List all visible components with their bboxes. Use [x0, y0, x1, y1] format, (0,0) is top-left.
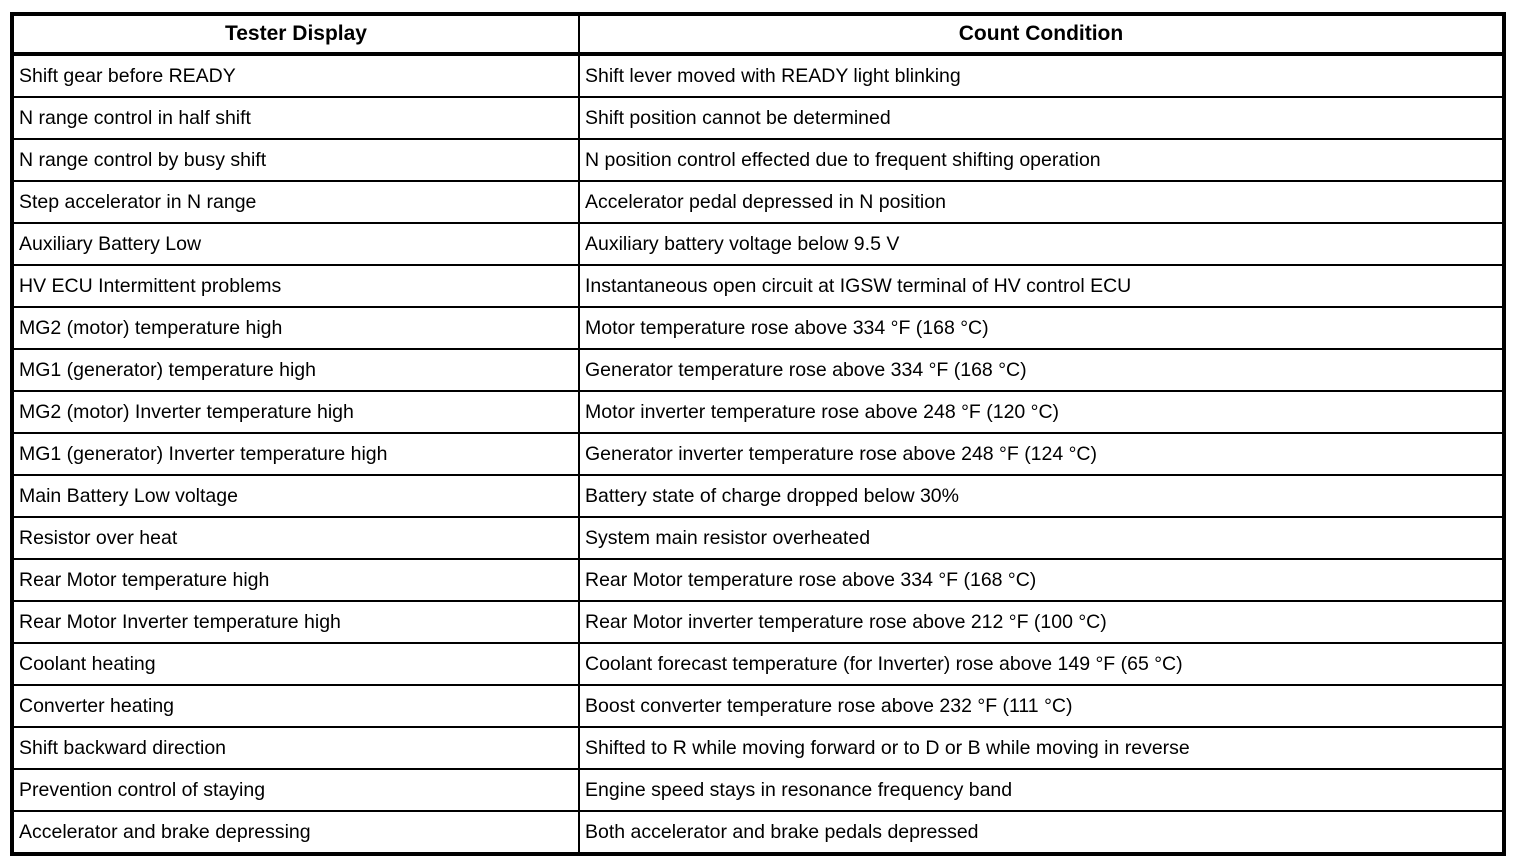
tester-display-cell: MG1 (generator) Inverter temperature hig…	[11, 432, 580, 476]
count-condition-cell: Rear Motor inverter temperature rose abo…	[578, 600, 1505, 644]
table-row: Rear Motor Inverter temperature high Rea…	[11, 600, 1505, 644]
table-row: N range control by busy shift N position…	[11, 138, 1505, 182]
tester-display-cell: Rear Motor temperature high	[11, 558, 580, 602]
table-row: N range control in half shift Shift posi…	[11, 96, 1505, 140]
count-condition-cell: Auxiliary battery voltage below 9.5 V	[578, 222, 1505, 266]
table-row: Prevention control of staying Engine spe…	[11, 768, 1505, 812]
count-condition-cell: Both accelerator and brake pedals depres…	[578, 810, 1505, 855]
count-condition-cell: Engine speed stays in resonance frequenc…	[578, 768, 1505, 812]
count-condition-cell: Instantaneous open circuit at IGSW termi…	[578, 264, 1505, 308]
count-condition-cell: Coolant forecast temperature (for Invert…	[578, 642, 1505, 686]
header-row: Tester Display Count Condition	[11, 13, 1505, 56]
count-condition-cell: Motor inverter temperature rose above 24…	[578, 390, 1505, 434]
count-condition-cell: Shift position cannot be determined	[578, 96, 1505, 140]
table-row: Shift backward direction Shifted to R wh…	[11, 726, 1505, 770]
tester-display-cell: Shift backward direction	[11, 726, 580, 770]
table-row: Resistor over heat System main resistor …	[11, 516, 1505, 560]
table-row: MG2 (motor) temperature high Motor tempe…	[11, 306, 1505, 350]
tester-display-cell: Coolant heating	[11, 642, 580, 686]
tester-display-cell: MG1 (generator) temperature high	[11, 348, 580, 392]
count-condition-table: Tester Display Count Condition Shift gea…	[10, 12, 1506, 856]
count-condition-cell: Boost converter temperature rose above 2…	[578, 684, 1505, 728]
count-condition-column-header: Count Condition	[578, 13, 1505, 56]
tester-display-column-header: Tester Display	[11, 13, 580, 56]
count-condition-cell: System main resistor overheated	[578, 516, 1505, 560]
table-row: Main Battery Low voltage Battery state o…	[11, 474, 1505, 518]
count-condition-cell: Generator inverter temperature rose abov…	[578, 432, 1505, 476]
count-condition-cell: Battery state of charge dropped below 30…	[578, 474, 1505, 518]
count-condition-cell: Motor temperature rose above 334 °F (168…	[578, 306, 1505, 350]
table-row: Step accelerator in N range Accelerator …	[11, 180, 1505, 224]
table-row: Auxiliary Battery Low Auxiliary battery …	[11, 222, 1505, 266]
tester-display-cell: Rear Motor Inverter temperature high	[11, 600, 580, 644]
table-row: Shift gear before READY Shift lever move…	[11, 53, 1505, 98]
table-row: MG1 (generator) Inverter temperature hig…	[11, 432, 1505, 476]
tester-display-cell: N range control in half shift	[11, 96, 580, 140]
tester-display-cell: MG2 (motor) Inverter temperature high	[11, 390, 580, 434]
count-condition-cell: N position control effected due to frequ…	[578, 138, 1505, 182]
count-condition-cell: Shift lever moved with READY light blink…	[578, 53, 1505, 98]
tester-display-cell: N range control by busy shift	[11, 138, 580, 182]
tester-display-cell: Main Battery Low voltage	[11, 474, 580, 518]
table-row: HV ECU Intermittent problems Instantaneo…	[11, 264, 1505, 308]
tester-display-cell: Accelerator and brake depressing	[11, 810, 580, 855]
table-row: Accelerator and brake depressing Both ac…	[11, 810, 1505, 855]
tester-display-cell: Auxiliary Battery Low	[11, 222, 580, 266]
tester-display-cell: Shift gear before READY	[11, 53, 580, 98]
tester-display-cell: Prevention control of staying	[11, 768, 580, 812]
count-condition-cell: Shifted to R while moving forward or to …	[578, 726, 1505, 770]
tester-display-cell: Step accelerator in N range	[11, 180, 580, 224]
table-body: Shift gear before READY Shift lever move…	[11, 53, 1505, 855]
count-condition-cell: Accelerator pedal depressed in N positio…	[578, 180, 1505, 224]
count-condition-cell: Rear Motor temperature rose above 334 °F…	[578, 558, 1505, 602]
table-row: MG1 (generator) temperature high Generat…	[11, 348, 1505, 392]
table-row: Rear Motor temperature high Rear Motor t…	[11, 558, 1505, 602]
tester-display-cell: Converter heating	[11, 684, 580, 728]
tester-display-cell: HV ECU Intermittent problems	[11, 264, 580, 308]
tester-display-cell: MG2 (motor) temperature high	[11, 306, 580, 350]
table-header: Tester Display Count Condition	[11, 13, 1505, 56]
table-row: Converter heating Boost converter temper…	[11, 684, 1505, 728]
table-row: Coolant heating Coolant forecast tempera…	[11, 642, 1505, 686]
table-row: MG2 (motor) Inverter temperature high Mo…	[11, 390, 1505, 434]
tester-display-cell: Resistor over heat	[11, 516, 580, 560]
count-condition-cell: Generator temperature rose above 334 °F …	[578, 348, 1505, 392]
